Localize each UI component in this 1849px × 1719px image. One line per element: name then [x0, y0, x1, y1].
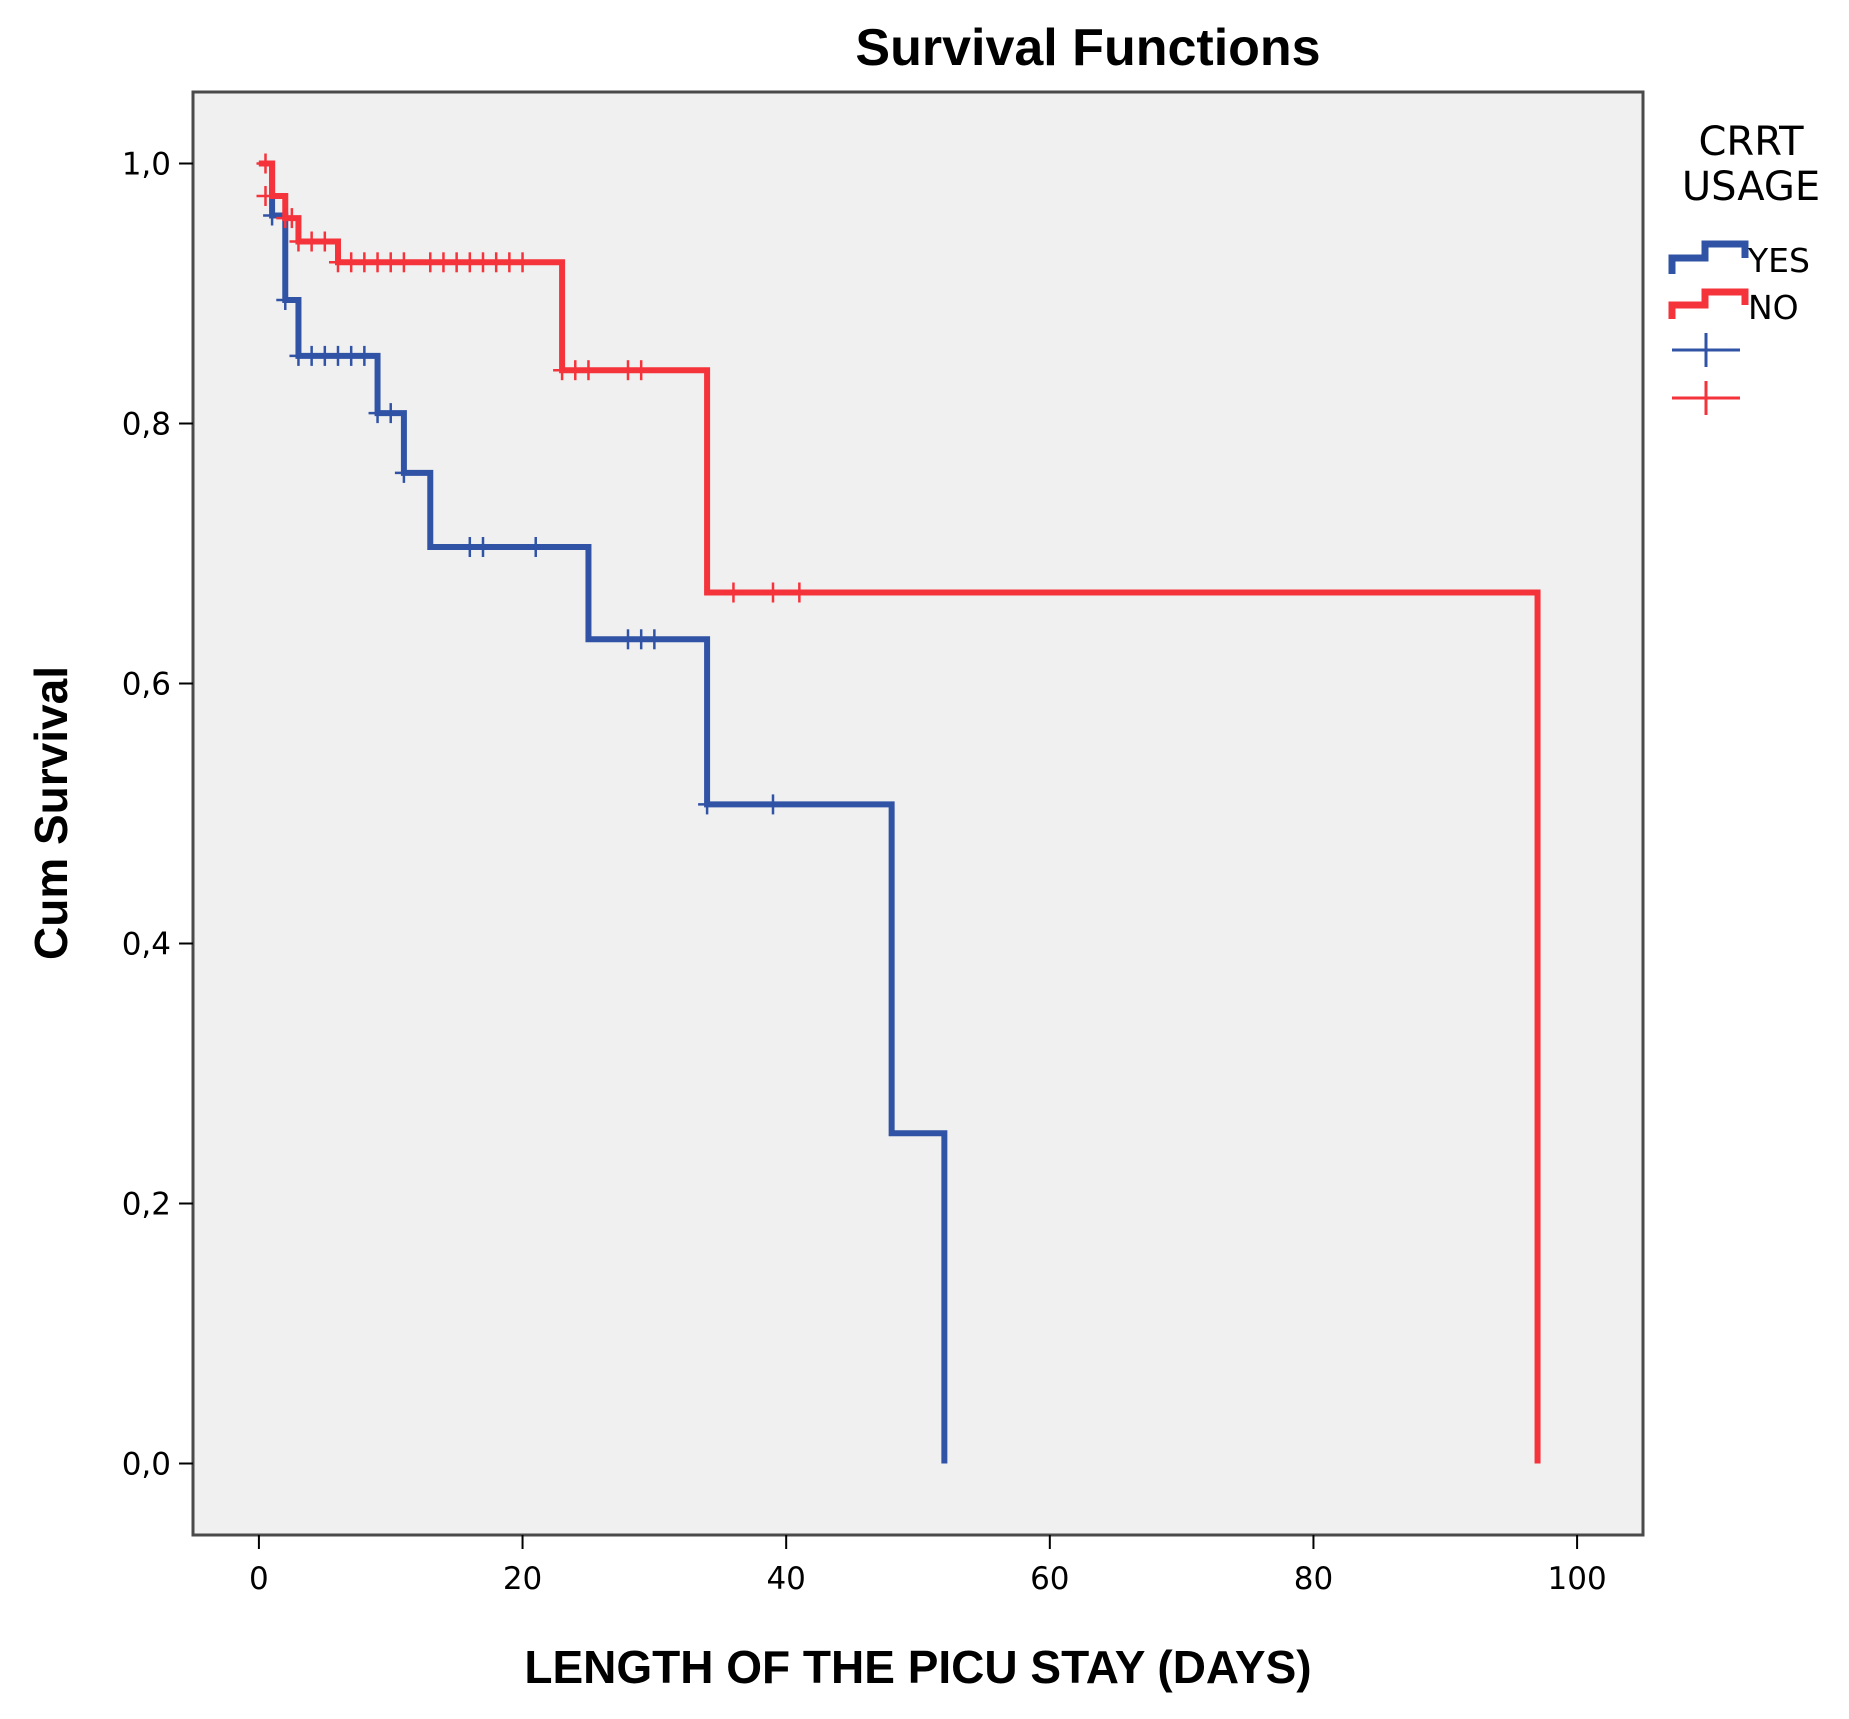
censor-mark-no — [724, 582, 743, 603]
censor-mark-yes — [394, 462, 413, 483]
series-yes — [258, 160, 948, 1464]
y-tick-label: 0,0 — [122, 1447, 171, 1483]
censor-mark-no — [282, 208, 301, 229]
censor-mark-no — [790, 582, 809, 603]
legend-censor-marker-yes — [1672, 333, 1740, 367]
censor-mark-yes — [526, 537, 545, 557]
x-axis-title: LENGTH OF THE PICU STAY (DAYS) — [524, 1641, 1311, 1693]
y-tick-label: 0,4 — [122, 927, 171, 963]
censor-mark-yes — [645, 629, 664, 650]
legend-swatch-no — [1668, 288, 1749, 319]
censor-mark-no — [256, 153, 275, 174]
censor-mark-no — [579, 360, 598, 381]
censor-mark-no — [513, 252, 532, 273]
censor-mark-no — [256, 186, 275, 206]
y-tick-label: 1,0 — [122, 147, 171, 183]
survival-line-no — [258, 160, 1541, 1464]
legend-title-line-2: USAGE — [1682, 164, 1820, 210]
chart-title: Survival Functions — [855, 19, 1320, 77]
x-tick-label: 100 — [1548, 1561, 1607, 1597]
y-tick-label: 0,8 — [122, 407, 171, 443]
legend-title-line-1: CRRT — [1698, 119, 1804, 165]
legend-swatch-yes — [1668, 240, 1749, 274]
censor-mark-yes — [381, 403, 400, 424]
series-no — [256, 153, 1541, 1464]
censor-mark-yes — [355, 345, 374, 366]
plot-area — [191, 90, 1645, 1537]
x-tick-label: 60 — [1030, 1561, 1069, 1597]
censor-mark-yes — [764, 794, 782, 815]
censor-mark-no — [764, 582, 782, 603]
censor-mark-no — [394, 252, 413, 273]
x-tick-label: 20 — [503, 1561, 542, 1597]
series-layer — [256, 153, 1541, 1464]
legend-label-no: NO — [1748, 288, 1799, 327]
x-tick-label: 80 — [1294, 1561, 1333, 1597]
x-tick-label: 0 — [249, 1561, 269, 1597]
censor-mark-no — [632, 360, 651, 381]
censor-mark-no — [315, 231, 334, 252]
legend-censor-marker-no — [1672, 381, 1740, 415]
legend-label-yes: YES — [1747, 241, 1810, 280]
y-tick-label: 0,6 — [122, 667, 171, 703]
x-axis: 0 20 40 60 80 100 — [249, 1535, 1607, 1597]
y-axis: 0,0 0,2 0,4 0,6 0,8 1,0 — [122, 147, 193, 1483]
censor-mark-yes — [276, 290, 295, 310]
legend: CRRT USAGE YES NO — [1668, 119, 1820, 415]
y-tick-label: 0,2 — [122, 1187, 171, 1223]
censor-mark-yes — [263, 205, 282, 226]
x-tick-label: 40 — [766, 1561, 805, 1597]
y-axis-title: Cum Survival — [25, 666, 77, 960]
censor-mark-yes — [698, 794, 717, 815]
censor-mark-yes — [474, 537, 492, 557]
